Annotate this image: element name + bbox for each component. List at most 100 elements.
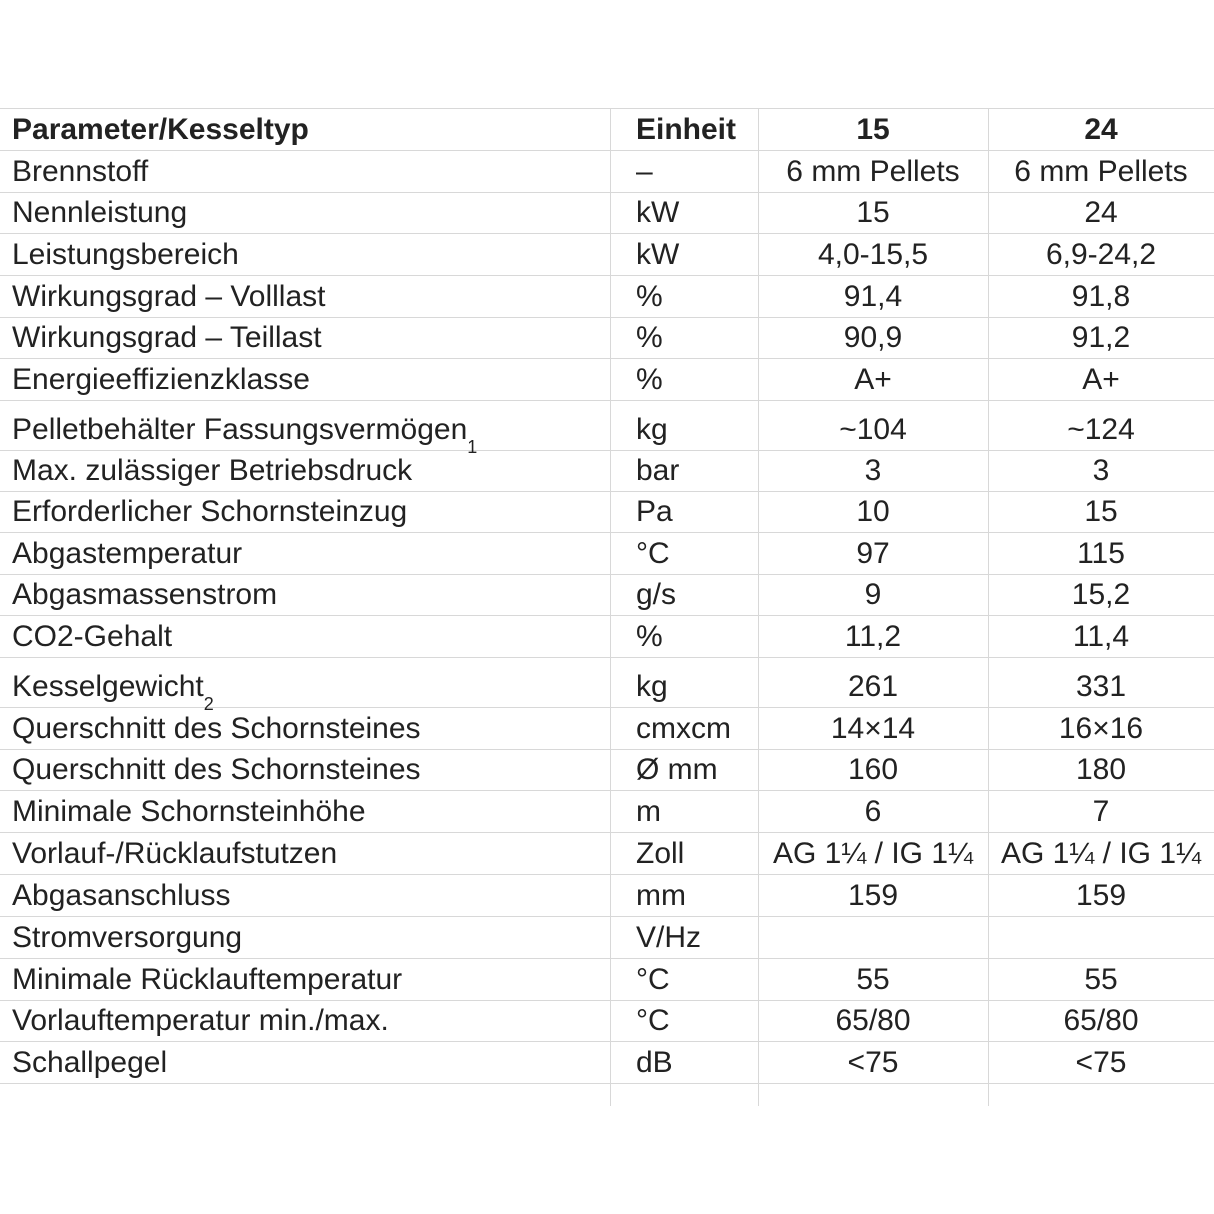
table-cell: % bbox=[636, 321, 663, 354]
table-cell: kW bbox=[636, 196, 680, 229]
table-cell: 55 bbox=[1084, 963, 1118, 996]
row-line bbox=[0, 275, 1214, 276]
table-cell: Ø mm bbox=[636, 753, 718, 786]
column-line bbox=[610, 108, 611, 1106]
row-line bbox=[0, 707, 1214, 708]
table-cell: 3 bbox=[1092, 454, 1110, 487]
row-line bbox=[0, 1083, 1214, 1084]
table-cell: dB bbox=[636, 1046, 673, 1079]
table-cell: Wirkungsgrad – Teillast bbox=[12, 321, 322, 354]
table-cell: Querschnitt des Schornsteines bbox=[12, 712, 421, 745]
row-line bbox=[0, 874, 1214, 875]
row-line bbox=[0, 958, 1214, 959]
row-line bbox=[0, 532, 1214, 533]
row-line bbox=[0, 1000, 1214, 1001]
table-cell: 16×16 bbox=[1058, 712, 1144, 745]
table-cell: 159 bbox=[847, 879, 899, 912]
table-cell: 7 bbox=[1092, 795, 1110, 828]
table-cell: Nennleistung bbox=[12, 196, 188, 229]
table-cell: Wirkungsgrad – Volllast bbox=[12, 280, 326, 313]
table-cell: 91,4 bbox=[843, 280, 903, 313]
header-cell: Parameter/Kesseltyp bbox=[12, 113, 309, 146]
table-cell: AG 1¼ / IG 1¼ bbox=[1000, 837, 1202, 870]
table-cell: 15 bbox=[856, 196, 890, 229]
table-cell: Leistungsbereich bbox=[12, 238, 239, 271]
table-cell: Abgastemperatur bbox=[12, 537, 243, 570]
table-cell: °C bbox=[636, 537, 670, 570]
table-cell: 6 mm Pellets bbox=[1014, 155, 1188, 188]
row-line bbox=[0, 317, 1214, 318]
row-line bbox=[0, 150, 1214, 151]
table-cell: <75 bbox=[1075, 1046, 1127, 1079]
table-cell: m bbox=[636, 795, 661, 828]
row-line bbox=[0, 916, 1214, 917]
table-cell: Pelletbehälter Fassungsvermögen 1 bbox=[12, 413, 478, 457]
table-cell: Abgasanschluss bbox=[12, 879, 231, 912]
table-cell: 14×14 bbox=[830, 712, 916, 745]
table-cell: <75 bbox=[847, 1046, 899, 1079]
table-cell: A+ bbox=[854, 363, 892, 396]
table-cell: Querschnitt des Schornsteines bbox=[12, 753, 421, 786]
table-cell: 180 bbox=[1075, 753, 1127, 786]
table-cell: 3 bbox=[864, 454, 882, 487]
table-cell: Vorlauf-/Rücklaufstutzen bbox=[12, 837, 338, 870]
table-cell: 15,2 bbox=[1071, 578, 1131, 611]
header-cell: 24 bbox=[1084, 113, 1118, 146]
table-cell: 65/80 bbox=[1063, 1004, 1139, 1037]
table-cell: ~104 bbox=[839, 413, 907, 446]
cell-text: Kesselgewicht bbox=[12, 670, 204, 703]
table-cell: A+ bbox=[1082, 363, 1120, 396]
table-cell: 65/80 bbox=[835, 1004, 911, 1037]
row-line bbox=[0, 192, 1214, 193]
table-cell: Pa bbox=[636, 495, 673, 528]
table-cell: Max. zulässiger Betriebsdruck bbox=[12, 454, 413, 487]
table-cell: % bbox=[636, 280, 663, 313]
table-cell: Abgasmassenstrom bbox=[12, 578, 278, 611]
table-cell: 6,9-24,2 bbox=[1045, 238, 1157, 271]
table-cell: 97 bbox=[856, 537, 890, 570]
table-cell: 15 bbox=[1084, 495, 1118, 528]
table-cell: Zoll bbox=[636, 837, 685, 870]
table-cell: Erforderlicher Schornsteinzug bbox=[12, 495, 408, 528]
table-cell: ~124 bbox=[1067, 413, 1135, 446]
table-cell: Minimale Schornsteinhöhe bbox=[12, 795, 366, 828]
table-cell: CO2-Gehalt bbox=[12, 620, 173, 653]
table-cell: 91,8 bbox=[1071, 280, 1131, 313]
row-line bbox=[0, 108, 1214, 109]
table-cell: kg bbox=[636, 413, 668, 446]
row-line bbox=[0, 832, 1214, 833]
column-line bbox=[988, 108, 989, 1106]
row-line bbox=[0, 358, 1214, 359]
table-cell: 11,2 bbox=[844, 620, 902, 653]
table-cell: Energieeffizienzklasse bbox=[12, 363, 310, 396]
cell-text: Pelletbehälter Fassungsvermögen bbox=[12, 413, 468, 446]
table-cell: 91,2 bbox=[1071, 321, 1131, 354]
table-cell: % bbox=[636, 620, 663, 653]
table-cell: 160 bbox=[847, 753, 899, 786]
table-cell: g/s bbox=[636, 578, 677, 611]
header-cell: Einheit bbox=[636, 113, 737, 146]
row-line bbox=[0, 790, 1214, 791]
table-cell: – bbox=[636, 155, 653, 188]
table-cell: 24 bbox=[1084, 196, 1118, 229]
table-cell: 6 mm Pellets bbox=[786, 155, 960, 188]
row-line bbox=[0, 1041, 1214, 1042]
table-cell: 55 bbox=[856, 963, 890, 996]
table-cell: °C bbox=[636, 963, 670, 996]
table-cell: 4,0-15,5 bbox=[817, 238, 929, 271]
table-cell: Vorlauftemperatur min./max. bbox=[12, 1004, 389, 1037]
table-cell: 115 bbox=[1077, 537, 1125, 570]
table-cell: Minimale Rücklauftemperatur bbox=[12, 963, 403, 996]
column-line bbox=[758, 108, 759, 1106]
table-cell: mm bbox=[636, 879, 686, 912]
table-cell: Stromversorgung bbox=[12, 921, 243, 954]
row-line bbox=[0, 749, 1214, 750]
table-cell: V/Hz bbox=[636, 921, 702, 954]
table-cell: °C bbox=[636, 1004, 670, 1037]
table-cell: cmxcm bbox=[636, 712, 731, 745]
table-cell: AG 1¼ / IG 1¼ bbox=[772, 837, 974, 870]
table-cell: 6 bbox=[864, 795, 882, 828]
row-line bbox=[0, 450, 1214, 451]
table-cell: 90,9 bbox=[843, 321, 903, 354]
